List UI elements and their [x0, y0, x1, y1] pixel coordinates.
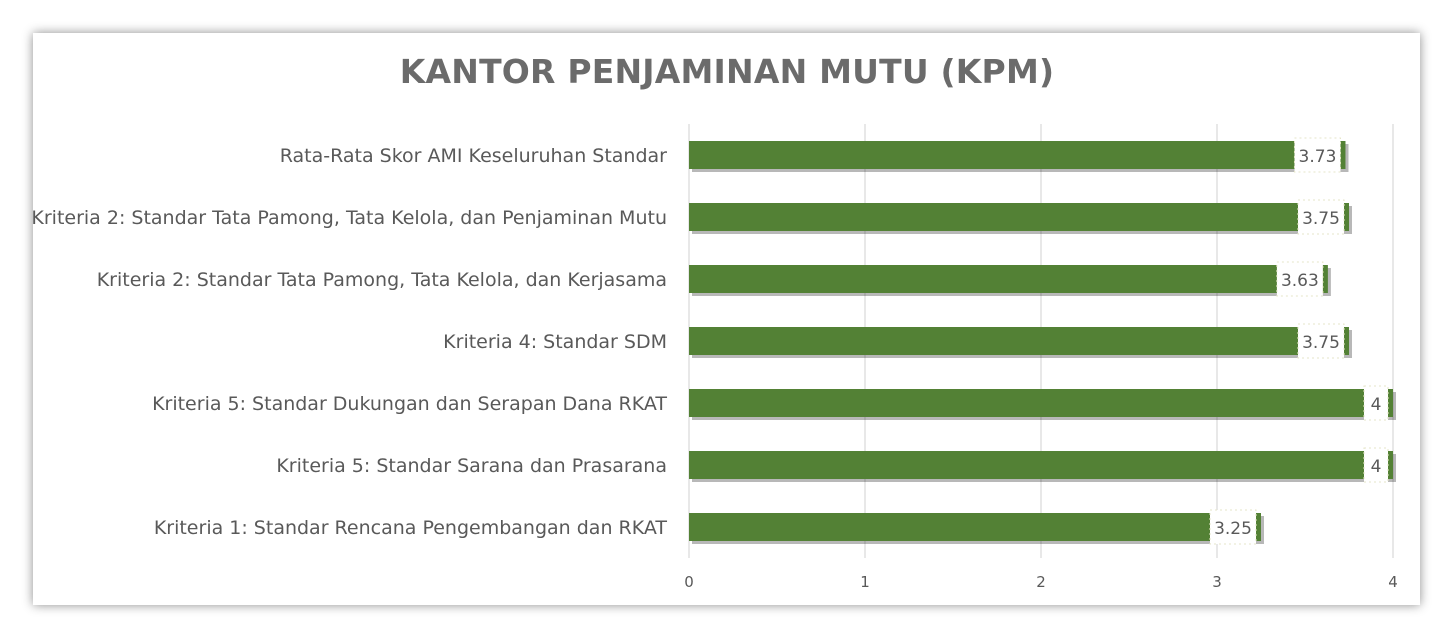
category-label: Kriteria 2: Standar Tata Pamong, Tata Ke…	[31, 207, 667, 229]
data-label: 3.25	[1214, 519, 1252, 539]
data-label: 4	[1371, 395, 1382, 415]
data-label: 3.75	[1302, 209, 1340, 229]
bar	[689, 141, 1346, 169]
chart-panel	[33, 33, 1420, 605]
category-label: Kriteria 5: Standar Dukungan dan Serapan…	[152, 393, 667, 415]
x-tick-label: 2	[1036, 573, 1046, 591]
bar	[689, 203, 1349, 231]
bars	[689, 141, 1396, 544]
bar	[689, 265, 1328, 293]
data-label-box	[1293, 137, 1341, 173]
category-label: Kriteria 2: Standar Tata Pamong, Tata Ke…	[97, 269, 667, 291]
bar	[689, 389, 1393, 417]
data-label: 3.63	[1281, 271, 1319, 291]
data-label: 4	[1371, 457, 1382, 477]
x-tick-label: 4	[1388, 573, 1398, 591]
data-label-box	[1297, 323, 1345, 359]
category-labels: Rata-Rata Skor AMI Keseluruhan Standar Kr…	[31, 145, 667, 539]
category-label: Kriteria 4: Standar SDM	[443, 331, 667, 353]
data-labels: 3.73 3.75 3.63 3.75 4 4 3.25	[1209, 137, 1389, 545]
bar	[689, 451, 1393, 479]
category-label: Kriteria 1: Standar Rencana Pengembangan…	[154, 517, 668, 539]
x-tick-label: 0	[684, 573, 694, 591]
x-tick-labels: 0 1 2 3 4	[684, 573, 1398, 591]
category-label: Kriteria 5: Standar Sarana dan Prasarana	[276, 455, 667, 477]
bar	[689, 513, 1261, 541]
bar	[689, 327, 1349, 355]
data-label: 3.75	[1302, 333, 1340, 353]
category-label: Rata-Rata Skor AMI Keseluruhan Standar	[280, 145, 667, 167]
data-label-box	[1276, 261, 1324, 297]
data-label-box	[1297, 199, 1345, 235]
data-label: 3.73	[1299, 147, 1337, 167]
x-tick-label: 1	[860, 573, 870, 591]
data-label-box	[1363, 385, 1389, 421]
data-label-box	[1209, 509, 1257, 545]
chart-title: KANTOR PENJAMINAN MUTU (KPM)	[399, 52, 1055, 91]
data-label-box	[1363, 447, 1389, 483]
x-tick-label: 3	[1212, 573, 1222, 591]
